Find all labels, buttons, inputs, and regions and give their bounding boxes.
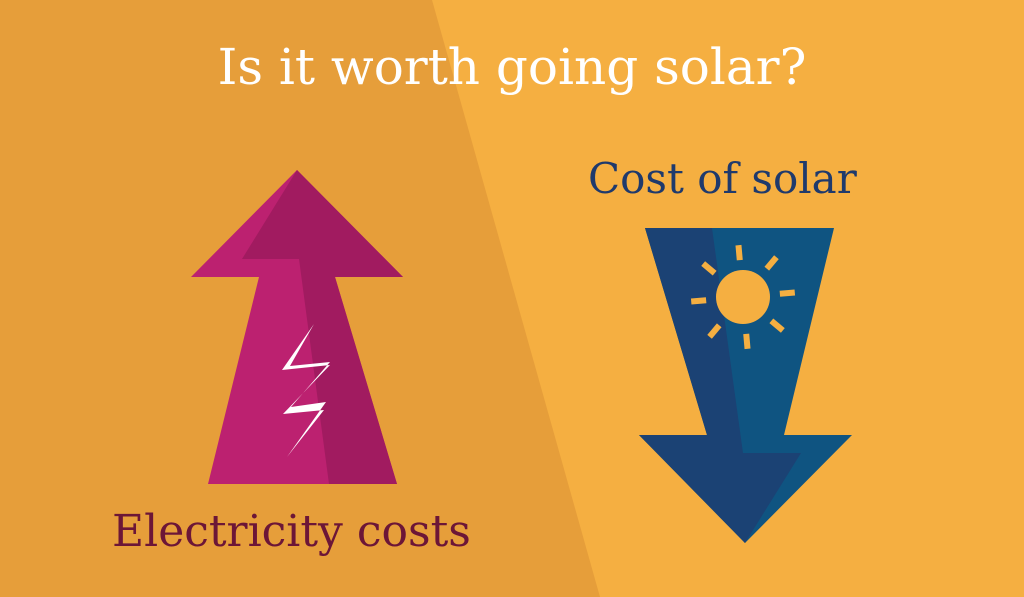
electricity-costs-label: Electricity costs xyxy=(112,506,471,557)
sun-icon xyxy=(690,244,796,350)
sun-ray xyxy=(743,333,751,350)
sun-disc xyxy=(716,270,770,324)
cost-of-solar-label: Cost of solar xyxy=(588,154,857,203)
arrow-up-dark-face xyxy=(242,170,403,484)
arrow-up-icon xyxy=(191,170,403,484)
sun-ray xyxy=(779,289,796,297)
page-title: Is it worth going solar? xyxy=(217,38,807,96)
lightning-bolt-icon xyxy=(282,324,330,457)
sun-ray xyxy=(769,318,785,333)
sun-ray xyxy=(701,261,717,276)
arrow-down-dark-face xyxy=(639,228,801,543)
sun-ray xyxy=(690,297,707,305)
sun-ray xyxy=(707,323,722,339)
arrow-down-icon xyxy=(639,228,852,543)
sun-ray xyxy=(735,244,743,261)
sun-ray xyxy=(764,255,779,271)
